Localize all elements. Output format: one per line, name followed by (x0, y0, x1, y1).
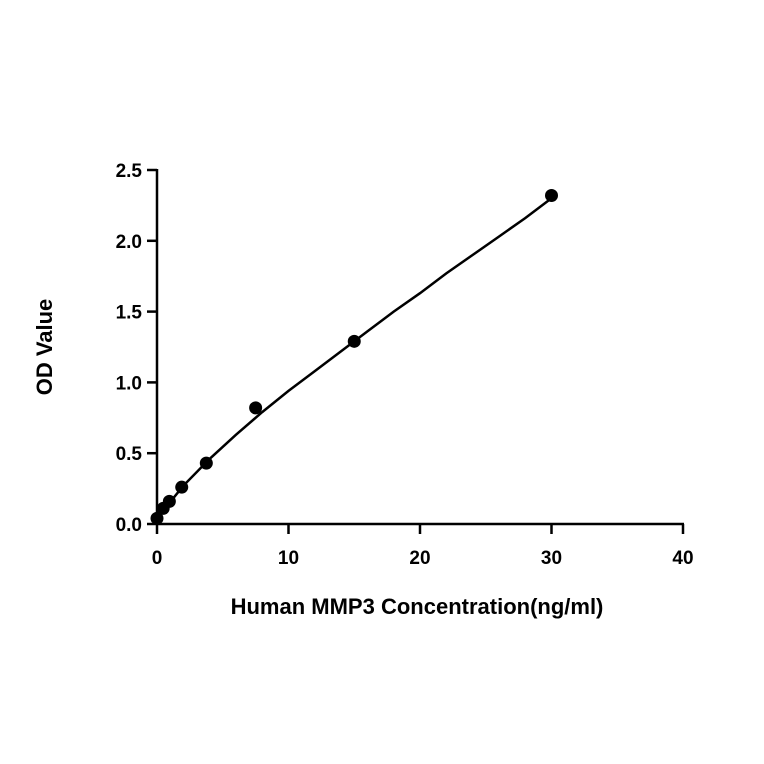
x-tick-label: 10 (278, 548, 299, 569)
x-ticks: 0 10 20 30 40 (152, 524, 694, 569)
x-tick-label: 0 (152, 548, 163, 569)
y-tick-label: 1.0 (116, 373, 142, 394)
y-axis-title: OD Value (32, 299, 57, 396)
y-tick-label: 0.0 (116, 515, 142, 536)
x-axis-title: Human MMP3 Concentration(ng/ml) (231, 594, 604, 619)
data-point (545, 188, 558, 202)
data-point (175, 480, 189, 494)
x-tick-label: 40 (672, 548, 693, 569)
y-tick-label: 2.0 (116, 232, 142, 253)
data-point (199, 456, 213, 470)
data-point (162, 494, 176, 508)
fit-curve (156, 197, 553, 520)
data-point (249, 401, 263, 415)
y-tick-label: 2.5 (116, 161, 143, 182)
data-points (150, 188, 558, 525)
data-point (347, 334, 361, 348)
y-tick-label: 1.5 (116, 303, 143, 324)
x-tick-label: 20 (409, 548, 430, 569)
axes (155, 169, 684, 526)
y-ticks: 0.0 0.5 1.0 1.5 2.0 2.5 (116, 161, 157, 536)
x-tick-label: 30 (541, 548, 562, 569)
data-point (150, 511, 164, 525)
y-tick-label: 0.5 (116, 444, 143, 465)
